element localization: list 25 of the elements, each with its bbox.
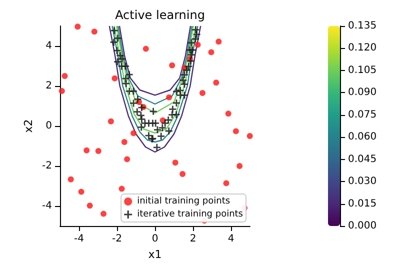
y-tick-label: 2 bbox=[46, 80, 52, 92]
y-tick-label: -4 bbox=[42, 200, 52, 212]
x-tick-label: -2 bbox=[112, 234, 122, 244]
color-bar-label: 0.120 bbox=[348, 42, 377, 54]
y-tick-label: 0 bbox=[46, 120, 52, 132]
x-tick-label: 2 bbox=[190, 234, 196, 244]
x-axis-title: x1 bbox=[148, 248, 162, 261]
color-bar-label: 0.060 bbox=[348, 132, 377, 143]
color-bar-label: 0.075 bbox=[348, 109, 377, 120]
x-tick-label: -4 bbox=[74, 234, 84, 244]
x-tick-label: 4 bbox=[228, 234, 234, 244]
y-tick-label: -2 bbox=[42, 160, 52, 172]
x-tick-label: 0 bbox=[152, 234, 158, 244]
color-bar-label: 0.000 bbox=[348, 220, 377, 232]
color-bar-label: 0.045 bbox=[348, 154, 377, 165]
chart-title: Active learning bbox=[115, 8, 205, 22]
color-bar-label: 0.090 bbox=[348, 87, 377, 98]
y-axis-title: x2 bbox=[22, 119, 35, 133]
color-bar-label: 0.135 bbox=[348, 20, 377, 32]
legend-label: initial training points bbox=[137, 196, 230, 206]
color-bar-label: 0.015 bbox=[348, 198, 377, 210]
color-bar-label: 0.030 bbox=[348, 176, 377, 188]
color-bar-label: 0.105 bbox=[348, 64, 377, 76]
y-tick-label: 4 bbox=[46, 40, 52, 52]
legend-label: iterative training points bbox=[137, 210, 244, 220]
